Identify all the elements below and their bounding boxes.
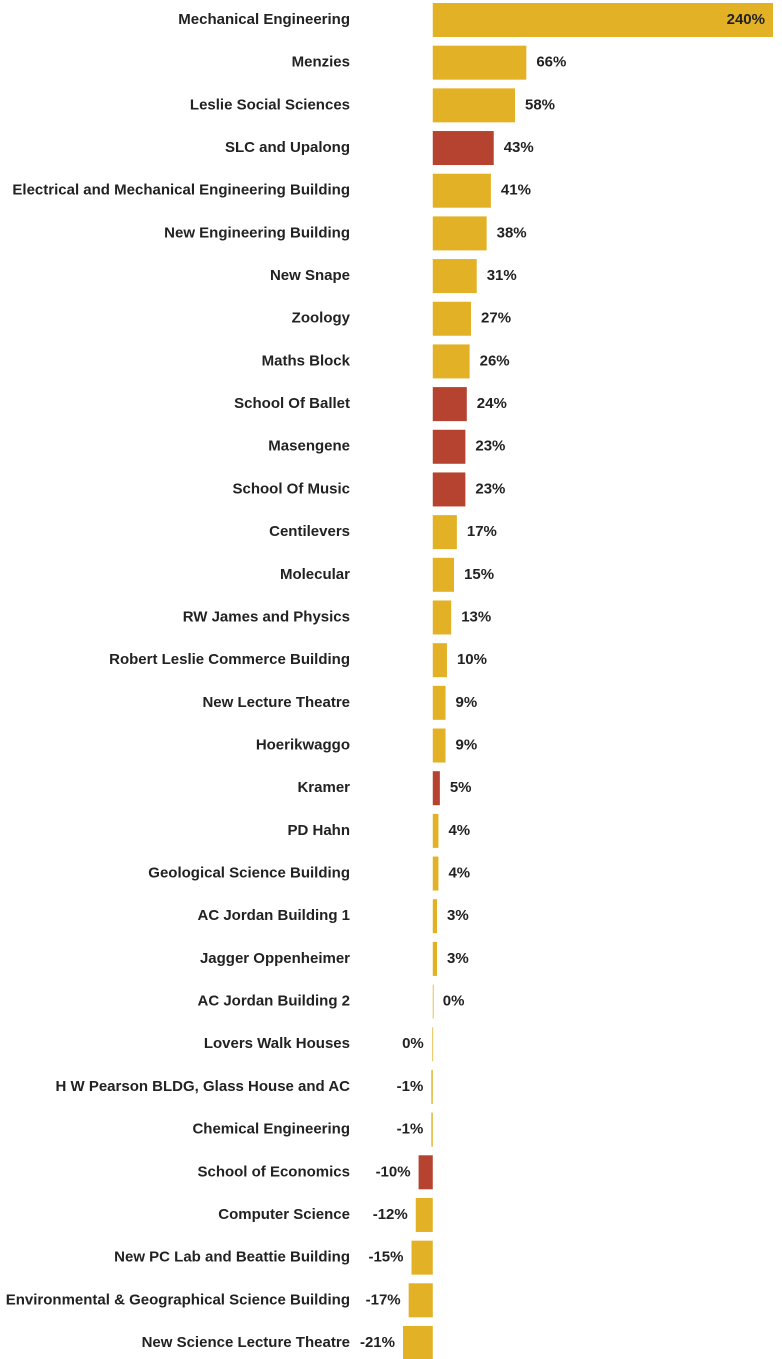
value-label: -10%	[376, 1163, 411, 1180]
category-label: New Lecture Theatre	[202, 694, 350, 711]
value-label: 9%	[456, 694, 478, 711]
bar	[432, 216, 487, 251]
value-label: 31%	[487, 267, 517, 284]
category-label: Leslie Social Sciences	[190, 96, 350, 113]
bar	[432, 131, 494, 166]
bar	[432, 45, 527, 80]
category-label: RW James and Physics	[183, 608, 350, 625]
bar	[431, 1112, 433, 1147]
value-label: 13%	[461, 608, 491, 625]
category-label: Mechanical Engineering	[178, 11, 350, 28]
value-label: 0%	[443, 993, 465, 1010]
value-label: 15%	[464, 566, 494, 583]
category-label: Computer Science	[218, 1206, 350, 1223]
value-label: 5%	[450, 779, 472, 796]
value-label: -21%	[360, 1334, 395, 1351]
category-label: Hoerikwaggo	[256, 736, 350, 753]
bar	[432, 259, 477, 294]
category-label: AC Jordan Building 1	[197, 907, 350, 924]
category-label: New Engineering Building	[164, 224, 350, 241]
category-label: Chemical Engineering	[192, 1121, 350, 1138]
bar	[432, 88, 515, 123]
bar	[403, 1326, 433, 1359]
category-label: SLC and Upalong	[225, 139, 350, 156]
category-label: Lovers Walk Houses	[204, 1035, 350, 1052]
category-label: H W Pearson BLDG, Glass House and AC	[56, 1078, 351, 1095]
value-label: 38%	[497, 224, 527, 241]
value-label: 23%	[475, 438, 505, 455]
bar	[418, 1155, 433, 1190]
value-label: 3%	[447, 950, 469, 967]
value-label: -1%	[397, 1121, 424, 1138]
bar	[432, 472, 466, 507]
value-label: -17%	[366, 1291, 401, 1308]
category-label: Maths Block	[262, 352, 351, 369]
bar	[415, 1197, 433, 1232]
bar	[432, 984, 434, 1019]
category-label: Zoology	[292, 310, 351, 327]
category-label: New Snape	[270, 267, 350, 284]
value-label: 9%	[456, 736, 478, 753]
category-label: Geological Science Building	[148, 865, 350, 882]
value-label: -1%	[397, 1078, 424, 1095]
bar	[432, 643, 447, 678]
bar	[432, 387, 467, 422]
bar	[432, 3, 773, 37]
bar	[432, 728, 446, 763]
category-label: Kramer	[297, 779, 350, 796]
category-label: PD Hahn	[287, 822, 350, 839]
bar	[432, 856, 439, 891]
value-label: 26%	[480, 352, 510, 369]
category-label: Jagger Oppenheimer	[200, 950, 350, 967]
category-label: School of Economics	[197, 1163, 350, 1180]
category-label: Molecular	[280, 566, 350, 583]
bar	[432, 1027, 434, 1062]
category-label: Masengene	[268, 438, 350, 455]
value-label: 58%	[525, 96, 555, 113]
bar	[408, 1283, 433, 1318]
bar	[432, 429, 466, 464]
value-label: 41%	[501, 182, 531, 199]
value-label: -12%	[373, 1206, 408, 1223]
value-label: 4%	[448, 865, 470, 882]
category-label: Centilevers	[269, 523, 350, 540]
category-label: School Of Ballet	[234, 395, 350, 412]
value-label: 17%	[467, 523, 497, 540]
bar	[432, 771, 440, 806]
category-label: Environmental & Geographical Science Bui…	[6, 1291, 350, 1308]
bar	[432, 899, 438, 934]
bar	[432, 941, 438, 976]
category-label: School Of Music	[232, 480, 350, 497]
bar	[431, 1069, 433, 1104]
category-label: Robert Leslie Commerce Building	[109, 651, 350, 668]
value-label: 3%	[447, 907, 469, 924]
value-label: 10%	[457, 651, 487, 668]
value-label: 43%	[504, 139, 534, 156]
bar	[432, 344, 470, 379]
value-label: 27%	[481, 310, 511, 327]
category-label: AC Jordan Building 2	[197, 993, 350, 1010]
category-label: Electrical and Mechanical Engineering Bu…	[12, 182, 350, 199]
bar	[432, 515, 457, 550]
value-label: 23%	[475, 480, 505, 497]
value-label: 240%	[727, 11, 765, 28]
bar	[432, 685, 446, 720]
value-label: 66%	[536, 54, 566, 71]
value-label: 4%	[448, 822, 470, 839]
value-label: 0%	[402, 1035, 424, 1052]
bar	[411, 1240, 433, 1275]
bar	[432, 173, 491, 208]
value-label: -15%	[368, 1249, 403, 1266]
bar	[432, 813, 439, 848]
category-label: New PC Lab and Beattie Building	[114, 1249, 350, 1266]
value-label: 24%	[477, 395, 507, 412]
bar	[432, 301, 472, 336]
bar	[432, 557, 455, 592]
bar	[432, 600, 452, 635]
category-label: New Science Lecture Theatre	[142, 1334, 350, 1351]
category-label: Menzies	[292, 54, 350, 71]
